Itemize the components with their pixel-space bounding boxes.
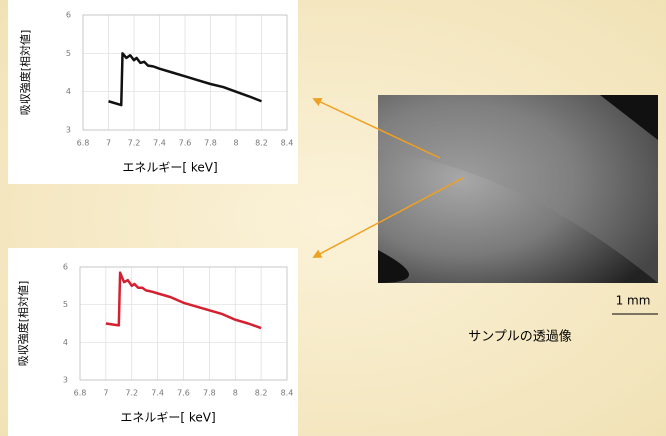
- x-tick-label: 8.4: [281, 389, 294, 398]
- x-tick-label: 7.2: [128, 139, 141, 148]
- x-tick-label: 6.8: [74, 389, 87, 398]
- y-tick-label: 6: [66, 11, 71, 20]
- x-tick-label: 7: [106, 139, 111, 148]
- slide: 1 mm サンプルの透過像 3 4 5 6 6.8 7 7.2 7.4 7.6 7.8 8 8.2 8.…: [0, 0, 666, 436]
- x-tick-label: 7.4: [153, 139, 166, 148]
- x-tick-label: 7.2: [125, 389, 138, 398]
- x-tick-label: 7.4: [151, 389, 164, 398]
- x-tick-label: 8: [233, 139, 238, 148]
- y-tick-label: 5: [63, 300, 68, 309]
- x-axis-label: エネルギー[ keV]: [122, 161, 217, 175]
- x-axis-label: エネルギー[ keV]: [120, 411, 215, 425]
- y-axis-label: 吸収強度[相対値]: [18, 30, 32, 116]
- y-tick-label: 6: [63, 263, 68, 272]
- x-tick-label: 6.8: [77, 139, 90, 148]
- x-tick-label: 7.6: [177, 389, 190, 398]
- scale-label: 1 mm: [616, 294, 651, 308]
- y-tick-label: 4: [66, 87, 71, 96]
- caption: サンプルの透過像: [468, 330, 572, 345]
- x-tick-label: 7.8: [203, 389, 216, 398]
- y-tick-label: 4: [63, 338, 68, 347]
- x-tick-label: 7.8: [204, 139, 217, 148]
- y-axis-label: 吸収強度[相対値]: [16, 281, 30, 367]
- y-tick-label: 5: [66, 49, 71, 58]
- y-tick-label: 3: [63, 376, 68, 385]
- x-tick-label: 7.6: [179, 139, 192, 148]
- x-tick-label: 8.4: [281, 139, 294, 148]
- x-tick-label: 7: [103, 389, 108, 398]
- y-tick-label: 3: [66, 126, 71, 135]
- transmission-image: [378, 95, 658, 283]
- x-tick-label: 8: [233, 389, 238, 398]
- x-tick-label: 8.2: [255, 389, 268, 398]
- x-tick-label: 8.2: [255, 139, 268, 148]
